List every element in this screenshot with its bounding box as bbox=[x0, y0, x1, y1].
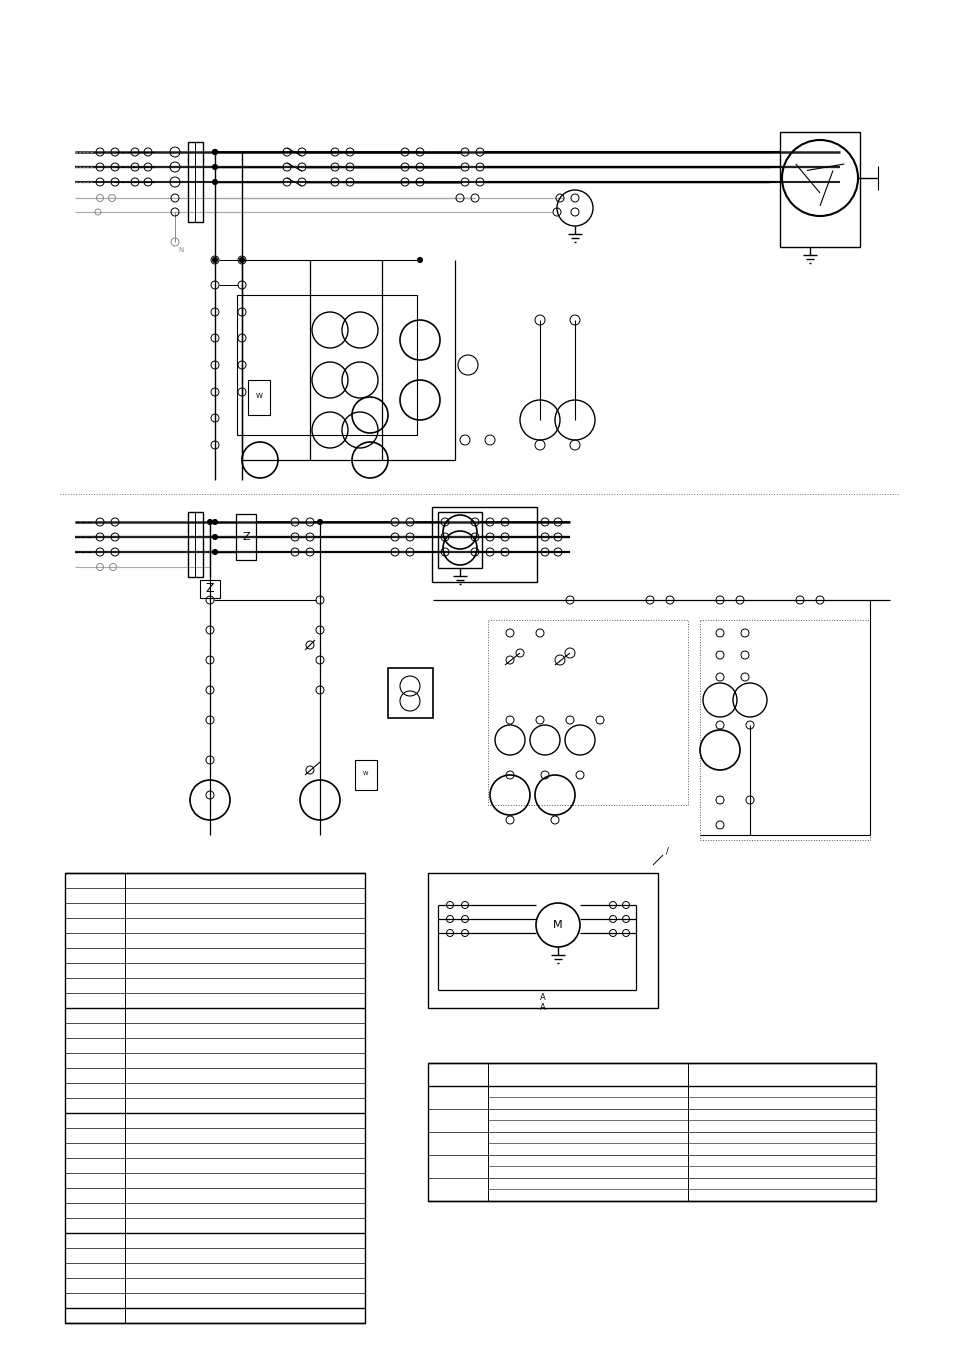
Bar bbox=[428, 873, 658, 1008]
Circle shape bbox=[213, 535, 217, 539]
Bar bbox=[700, 620, 869, 840]
Text: A: A bbox=[539, 993, 545, 1002]
Circle shape bbox=[208, 520, 213, 524]
Bar bbox=[355, 761, 376, 790]
Text: Z: Z bbox=[242, 532, 250, 542]
Bar bbox=[437, 512, 481, 567]
Text: W: W bbox=[363, 771, 369, 775]
Circle shape bbox=[317, 520, 322, 524]
Text: W: W bbox=[255, 393, 262, 399]
Circle shape bbox=[213, 520, 217, 524]
Circle shape bbox=[213, 550, 217, 554]
Text: A: A bbox=[539, 1002, 545, 1012]
Circle shape bbox=[213, 180, 217, 185]
Text: M: M bbox=[553, 920, 562, 929]
Circle shape bbox=[213, 150, 217, 154]
Text: /: / bbox=[665, 846, 668, 855]
Bar bbox=[780, 132, 859, 247]
Text: N: N bbox=[178, 247, 183, 253]
Circle shape bbox=[239, 258, 244, 262]
Circle shape bbox=[213, 150, 217, 154]
Circle shape bbox=[417, 258, 422, 262]
Bar bbox=[188, 512, 203, 577]
Bar bbox=[432, 507, 537, 582]
Bar bbox=[188, 142, 203, 222]
Bar bbox=[388, 667, 433, 717]
Bar bbox=[248, 380, 270, 415]
Bar bbox=[428, 1063, 875, 1201]
Bar bbox=[235, 513, 255, 561]
Bar bbox=[236, 295, 416, 435]
Text: Z: Z bbox=[206, 581, 214, 594]
Circle shape bbox=[213, 165, 217, 169]
Bar bbox=[65, 873, 365, 1323]
Bar bbox=[200, 580, 220, 598]
Circle shape bbox=[213, 258, 217, 262]
Bar bbox=[488, 620, 687, 805]
